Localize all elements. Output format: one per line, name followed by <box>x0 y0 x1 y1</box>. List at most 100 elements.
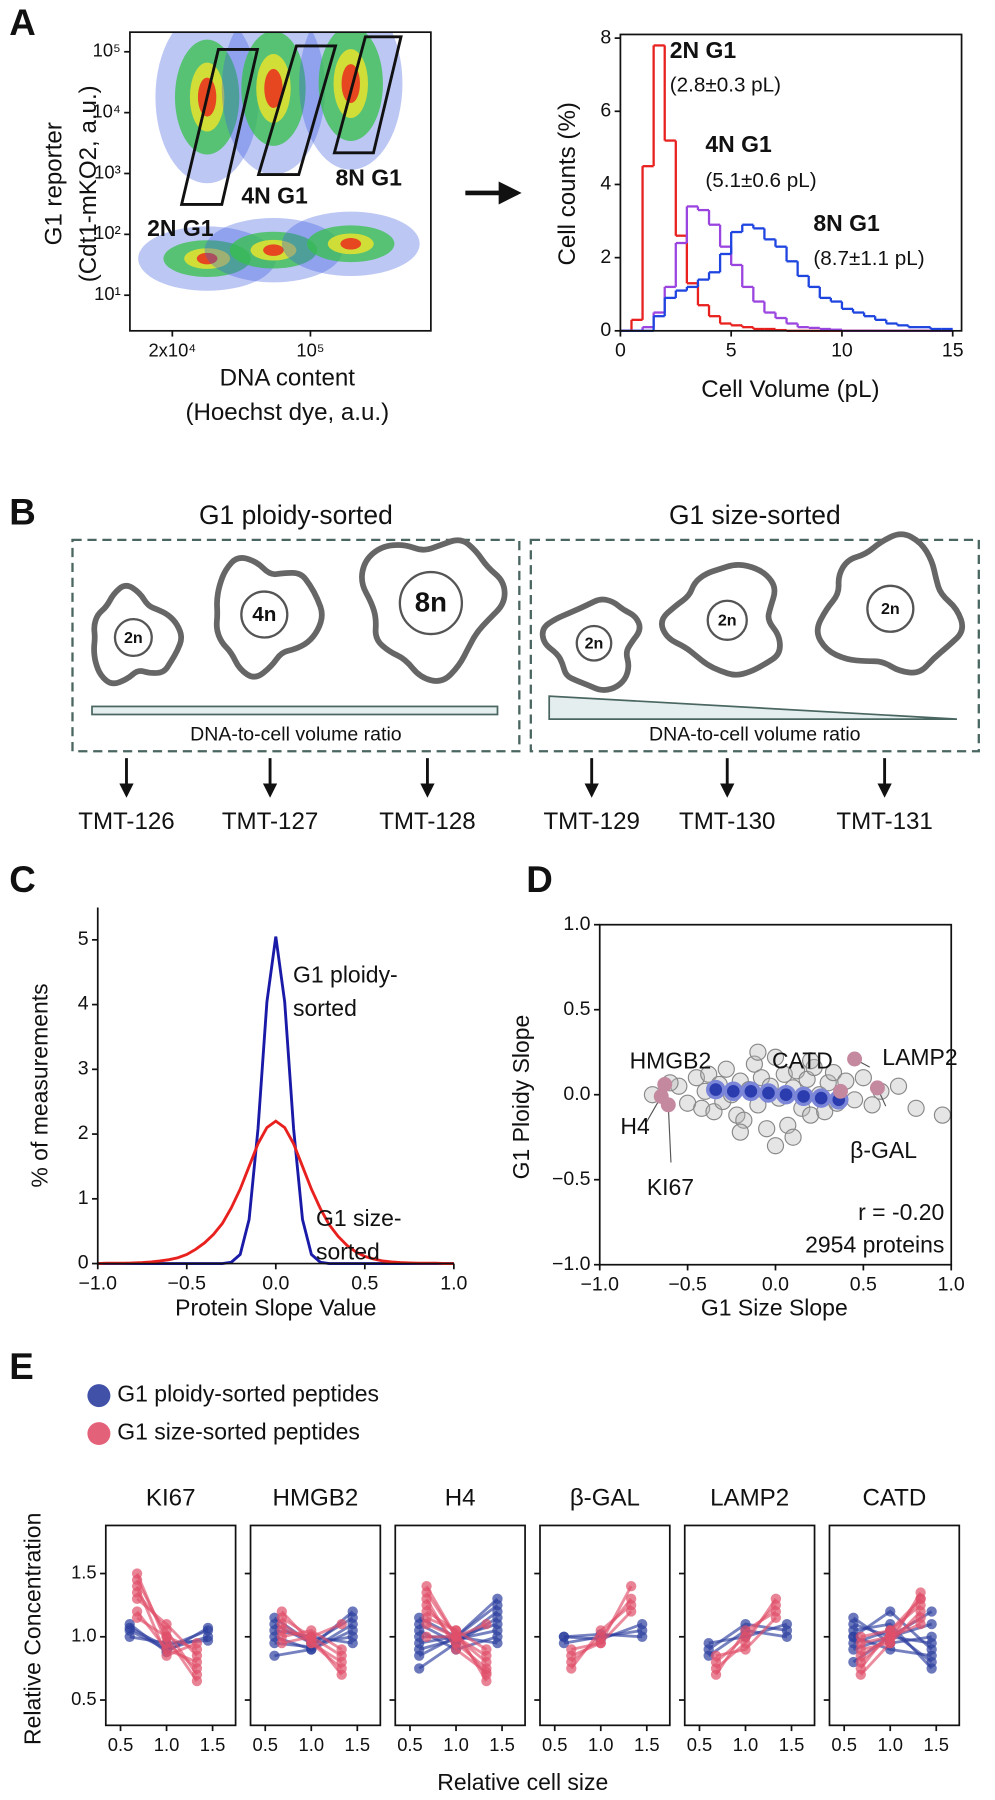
series-label: G1 ploidy- <box>293 961 398 987</box>
legend-marker <box>87 1422 111 1446</box>
ratio-label: DNA-to-cell volume ratio <box>649 723 861 745</box>
peptide-point <box>915 1618 926 1630</box>
peptide-point <box>414 1631 425 1642</box>
panel-title: LAMP2 <box>710 1484 789 1511</box>
x-tick-label: −1.0 <box>78 1272 117 1294</box>
peptide-point <box>637 1631 648 1642</box>
peptide-point <box>347 1631 358 1642</box>
point <box>802 1052 820 1070</box>
x-tick-label: 1.0 <box>877 1734 903 1755</box>
peptide-point <box>566 1663 577 1674</box>
y-axis-label: (Cdt1-mKO2, a.u.) <box>75 85 102 282</box>
x-tick-label: 0.5 <box>850 1274 877 1296</box>
y-tick-label: 4 <box>78 993 89 1015</box>
x-tick-label: 0.5 <box>831 1734 857 1755</box>
peptide-point <box>926 1618 937 1630</box>
y-axis-label: G1 reporter <box>41 122 68 245</box>
y-tick-label: 8 <box>600 26 611 48</box>
y-tick-label: 10¹ <box>94 283 121 304</box>
gate <box>179 47 260 206</box>
peptide-point <box>915 1606 926 1617</box>
point <box>845 1091 864 1109</box>
y-tick-label: 10⁵ <box>93 40 121 61</box>
y-axis-label: Relative Concentration <box>20 1513 46 1745</box>
panel-title: H4 <box>445 1484 476 1511</box>
plot-frame <box>828 1524 961 1727</box>
peptide-point <box>131 1612 143 1623</box>
peptide-point <box>915 1593 926 1605</box>
point <box>723 1081 744 1102</box>
peptide-point <box>481 1675 492 1687</box>
x-tick-label: 1.0 <box>440 1272 467 1294</box>
point <box>758 1120 776 1138</box>
peptide-point <box>781 1618 793 1630</box>
x-tick-label: 5 <box>726 340 737 362</box>
plot-frame <box>249 1524 382 1727</box>
y-tick-label: 4 <box>600 173 611 195</box>
nucleus-label: 2n <box>585 635 604 653</box>
peptide-point <box>336 1618 347 1630</box>
ratio-bar <box>91 705 499 716</box>
nucleus-label: 4n <box>252 603 276 626</box>
peptide-point <box>625 1581 637 1592</box>
gate-label: 2N G1 <box>147 215 214 241</box>
x-tick-label: 0.5 <box>108 1734 134 1755</box>
peptide-point <box>191 1656 203 1668</box>
panel-title: HMGB2 <box>273 1484 359 1511</box>
x-tick-label: 1.0 <box>299 1734 325 1755</box>
x-tick-label: 1.5 <box>634 1734 660 1755</box>
group-title: G1 size-sorted <box>669 500 841 530</box>
peptide-point <box>885 1625 896 1636</box>
x-tick-label: 1.5 <box>923 1734 949 1755</box>
series-label: 2N G1 <box>670 37 737 63</box>
peptide-point <box>740 1625 751 1636</box>
peptide-point <box>191 1637 203 1649</box>
density-contour <box>196 252 218 265</box>
point <box>657 1077 673 1092</box>
x-tick-label: 0 <box>615 340 626 362</box>
point <box>833 1083 848 1099</box>
point <box>819 1074 837 1092</box>
point <box>758 1083 779 1103</box>
peptide-point <box>481 1618 492 1630</box>
x-tick-label: 0.5 <box>252 1734 278 1755</box>
peptide-point <box>421 1631 432 1642</box>
series-label: 8N G1 <box>813 210 880 236</box>
x-tick-label: 1.5 <box>489 1734 515 1755</box>
panel-label: E <box>9 1346 34 1387</box>
peptide-point <box>492 1593 503 1605</box>
x-axis-label: Relative cell size <box>437 1769 608 1795</box>
y-tick-label: 10³ <box>94 161 121 182</box>
peptide-point <box>336 1663 347 1674</box>
y-tick-label: 1.5 <box>71 1561 97 1582</box>
y-tick-label: 2 <box>600 246 611 268</box>
peptide-point <box>421 1612 432 1623</box>
point-label: LAMP2 <box>882 1044 957 1070</box>
point-label: CATD <box>772 1048 833 1074</box>
legend-marker <box>87 1384 111 1408</box>
peptide-point <box>492 1612 503 1623</box>
tmt-label: TMT-131 <box>836 808 932 835</box>
peptide-point <box>566 1644 577 1655</box>
peptide-point <box>885 1637 896 1649</box>
x-tick-label: 1.0 <box>588 1734 614 1755</box>
point-label: HMGB2 <box>630 1048 712 1074</box>
peptide-point <box>124 1618 135 1630</box>
peptide-point <box>926 1631 937 1642</box>
series-label: sorted <box>316 1238 380 1264</box>
peptide-point <box>848 1631 859 1642</box>
nucleus-label: 8n <box>415 586 447 617</box>
y-tick-label: 0 <box>600 319 611 341</box>
nucleus <box>706 599 748 641</box>
tmt-label: TMT-130 <box>679 808 775 835</box>
plot-frame <box>683 1524 816 1727</box>
panel-label: B <box>9 491 36 532</box>
peptide-point <box>848 1644 859 1655</box>
x-tick-label: 0.0 <box>762 1274 789 1296</box>
panel-title: KI67 <box>146 1484 196 1511</box>
point <box>749 1043 767 1061</box>
point <box>766 1137 785 1155</box>
peptide-point <box>131 1581 143 1592</box>
y-tick-label: 0.0 <box>563 1083 590 1105</box>
